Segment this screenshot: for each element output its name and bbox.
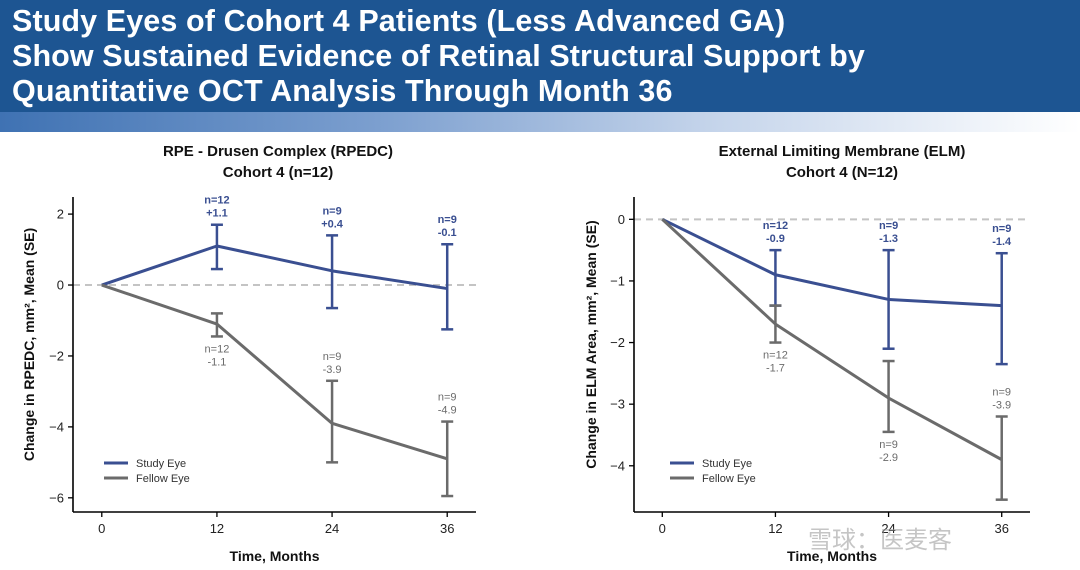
chart-2-y-tick-label: −3 bbox=[610, 397, 625, 412]
chart-2-fellow-eye-data-label-value: -1.7 bbox=[766, 363, 785, 375]
chart-1-study-eye-data-label-n: n=9 bbox=[438, 214, 457, 226]
chart-1-study-eye-data-label-n: n=12 bbox=[204, 195, 229, 207]
chart-1-study-eye-data-label-value: -0.1 bbox=[438, 227, 457, 239]
chart-1-fellow-eye-data-label-value: -3.9 bbox=[323, 364, 342, 376]
chart-1-legend-label-study-eye: Study Eye bbox=[136, 458, 186, 470]
chart-1-fellow-eye-data-label-value: -1.1 bbox=[207, 356, 226, 368]
chart-1-y-tick-label: −2 bbox=[49, 348, 64, 363]
chart-2-y-axis-title: Change in ELM Area, mm², Mean (SE) bbox=[583, 220, 599, 468]
slide-title-line-2: Show Sustained Evidence of Retinal Struc… bbox=[12, 39, 865, 73]
chart-1-fellow-eye-line bbox=[101, 283, 448, 461]
chart-1-x-tick-label: 24 bbox=[325, 521, 339, 536]
chart-2-x-tick-label: 36 bbox=[994, 521, 1008, 536]
chart-1-y-axis-title: Change in RPEDC, mm², Mean (SE) bbox=[21, 228, 37, 461]
chart-1-study-eye-data-label-n: n=9 bbox=[322, 205, 341, 217]
chart-2-x-tick-label: 0 bbox=[659, 521, 666, 536]
chart-1-y-tick-label: 0 bbox=[57, 278, 64, 293]
chart-1-y-tick-label: −4 bbox=[49, 419, 64, 434]
slide-title-line-1: Study Eyes of Cohort 4 Patients (Less Ad… bbox=[12, 4, 786, 38]
chart-1-x-tick-label: 36 bbox=[440, 521, 454, 536]
elm-chart: External Limiting Membrane (ELM) Cohort 4… bbox=[583, 143, 1030, 564]
chart-2-y-tick-label: −4 bbox=[610, 458, 625, 473]
chart-2-fellow-eye-data-label-value: -3.9 bbox=[992, 399, 1011, 411]
chart-2-y-tick-label: −1 bbox=[610, 273, 625, 288]
chart-2-study-eye-data-label-n: n=9 bbox=[879, 220, 898, 232]
chart-2-fellow-eye-data-label-n: n=9 bbox=[992, 386, 1011, 398]
chart-2-study-eye-data-label-value: -0.9 bbox=[766, 233, 785, 245]
chart-2-legend-label-fellow-eye: Fellow Eye bbox=[702, 473, 756, 485]
chart-1-legend-label-fellow-eye: Fellow Eye bbox=[136, 473, 190, 485]
chart-1-fellow-eye-data-label-n: n=12 bbox=[205, 343, 230, 355]
header-gradient-stripe bbox=[0, 112, 1080, 132]
chart-2-fellow-eye-data-label-n: n=12 bbox=[763, 350, 788, 362]
chart-1-y-tick-label: 2 bbox=[57, 207, 64, 222]
chart-2-title-line-1: External Limiting Membrane (ELM) bbox=[719, 143, 966, 160]
chart-1-fellow-eye-data-label-n: n=9 bbox=[323, 351, 342, 363]
chart-1-x-tick-label: 0 bbox=[98, 521, 105, 536]
chart-1-study-eye-line bbox=[101, 244, 448, 291]
title-banner: Study Eyes of Cohort 4 Patients (Less Ad… bbox=[0, 0, 1080, 112]
chart-1-fellow-eye-data-label-value: -4.9 bbox=[438, 405, 457, 417]
chart-1-x-tick-label: 12 bbox=[210, 521, 224, 536]
rpedc-chart: RPE - Drusen Complex (RPEDC) Cohort 4 (n=… bbox=[21, 143, 476, 564]
chart-1-study-eye-data-label-value: +0.4 bbox=[321, 218, 344, 230]
chart-2-study-eye-data-label-value: -1.4 bbox=[992, 236, 1012, 248]
chart-2-study-eye-data-label-n: n=12 bbox=[763, 220, 788, 232]
chart-2-fellow-eye-line bbox=[661, 218, 1003, 461]
chart-2-legend-label-study-eye: Study Eye bbox=[702, 458, 752, 470]
chart-2-x-tick-label: 12 bbox=[768, 521, 782, 536]
chart-1-y-tick-label: −6 bbox=[49, 490, 64, 505]
slide-title-line-3: Quantitative OCT Analysis Through Month … bbox=[12, 74, 673, 108]
chart-2-study-eye-line bbox=[661, 217, 1002, 308]
chart-2-fellow-eye-data-label-n: n=9 bbox=[879, 439, 898, 451]
chart-2-y-tick-label: 0 bbox=[618, 212, 625, 227]
watermark: 雪球：医麦客 bbox=[808, 527, 952, 554]
chart-1-x-axis-title: Time, Months bbox=[230, 548, 320, 564]
chart-2-fellow-eye-data-label-value: -2.9 bbox=[879, 452, 898, 464]
chart-2-study-eye-data-label-value: -1.3 bbox=[879, 233, 898, 245]
chart-2-study-eye-data-label-n: n=9 bbox=[992, 223, 1011, 235]
chart-1-study-eye-data-label-value: +1.1 bbox=[206, 208, 228, 220]
chart-2-title-line-2: Cohort 4 (N=12) bbox=[786, 164, 898, 181]
slide-title: Study Eyes of Cohort 4 Patients (Less Ad… bbox=[12, 4, 1072, 109]
chart-1-title-line-2: Cohort 4 (n=12) bbox=[223, 164, 333, 181]
chart-2-y-tick-label: −2 bbox=[610, 335, 625, 350]
chart-2-x-tick-label: 24 bbox=[881, 521, 895, 536]
chart-1-fellow-eye-data-label-n: n=9 bbox=[438, 392, 457, 404]
chart-2-x-axis-title: Time, Months bbox=[787, 548, 877, 564]
chart-1-title-line-1: RPE - Drusen Complex (RPEDC) bbox=[163, 143, 393, 160]
